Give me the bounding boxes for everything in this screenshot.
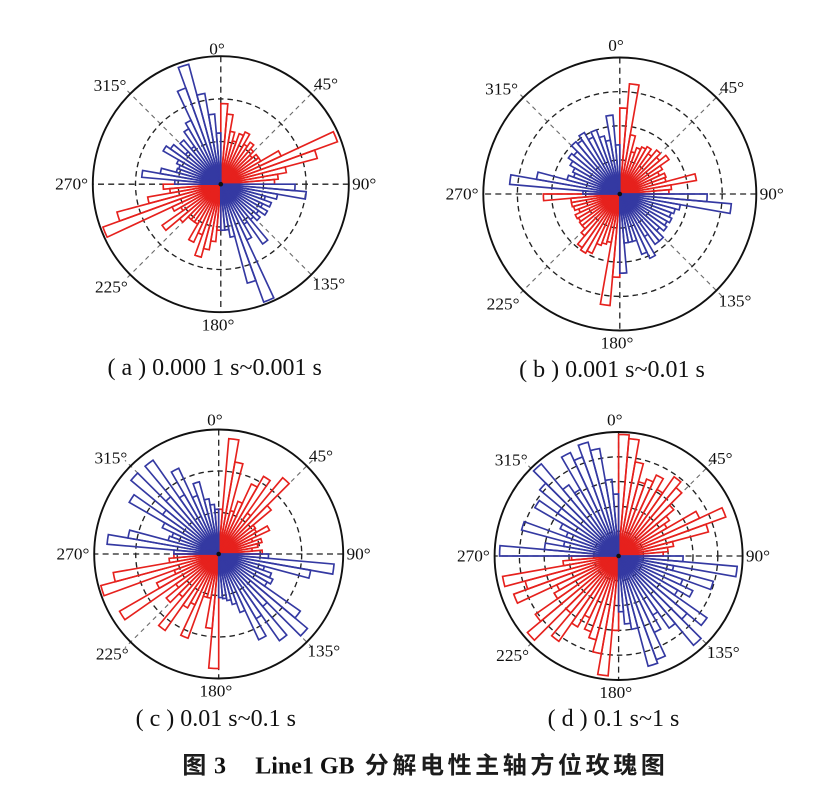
svg-text:270°: 270° <box>446 184 479 203</box>
svg-text:0°: 0° <box>209 39 225 58</box>
svg-text:315°: 315° <box>94 448 127 467</box>
svg-text:90°: 90° <box>760 184 784 203</box>
svg-text:270°: 270° <box>457 546 490 565</box>
svg-text:90°: 90° <box>352 175 376 194</box>
svg-text:( d ) 0.1 s~1 s: ( d ) 0.1 s~1 s <box>548 706 680 732</box>
svg-text:Line1 GB: Line1 GB <box>255 754 354 780</box>
svg-text:135°: 135° <box>707 643 740 662</box>
svg-text:315°: 315° <box>485 80 518 99</box>
svg-text:225°: 225° <box>96 644 129 663</box>
svg-text:180°: 180° <box>601 334 634 353</box>
svg-text:180°: 180° <box>599 683 632 702</box>
svg-text:45°: 45° <box>309 447 333 466</box>
svg-text:225°: 225° <box>487 295 520 314</box>
svg-text:3: 3 <box>214 754 226 780</box>
svg-text:225°: 225° <box>496 646 529 665</box>
svg-text:90°: 90° <box>347 544 371 563</box>
svg-text:90°: 90° <box>746 546 770 565</box>
svg-text:135°: 135° <box>307 642 340 661</box>
svg-text:45°: 45° <box>314 74 338 93</box>
svg-text:( a ) 0.000 1 s~0.001 s: ( a ) 0.000 1 s~0.001 s <box>108 355 322 381</box>
svg-text:135°: 135° <box>719 291 752 310</box>
svg-text:0°: 0° <box>207 410 223 429</box>
svg-text:45°: 45° <box>708 449 732 468</box>
svg-text:45°: 45° <box>720 78 744 97</box>
svg-text:315°: 315° <box>94 76 127 95</box>
svg-text:180°: 180° <box>199 682 232 701</box>
svg-text:180°: 180° <box>202 315 235 334</box>
svg-text:( c ) 0.01 s~0.1 s: ( c ) 0.01 s~0.1 s <box>136 706 296 732</box>
svg-text:0°: 0° <box>607 411 623 430</box>
svg-text:( b ) 0.001 s~0.01 s: ( b ) 0.001 s~0.01 s <box>519 357 705 383</box>
svg-text:0°: 0° <box>608 36 624 55</box>
svg-text:270°: 270° <box>55 175 88 194</box>
svg-text:135°: 135° <box>312 275 345 294</box>
svg-text:225°: 225° <box>95 278 128 297</box>
svg-text:315°: 315° <box>495 451 528 470</box>
svg-text:270°: 270° <box>57 544 90 563</box>
